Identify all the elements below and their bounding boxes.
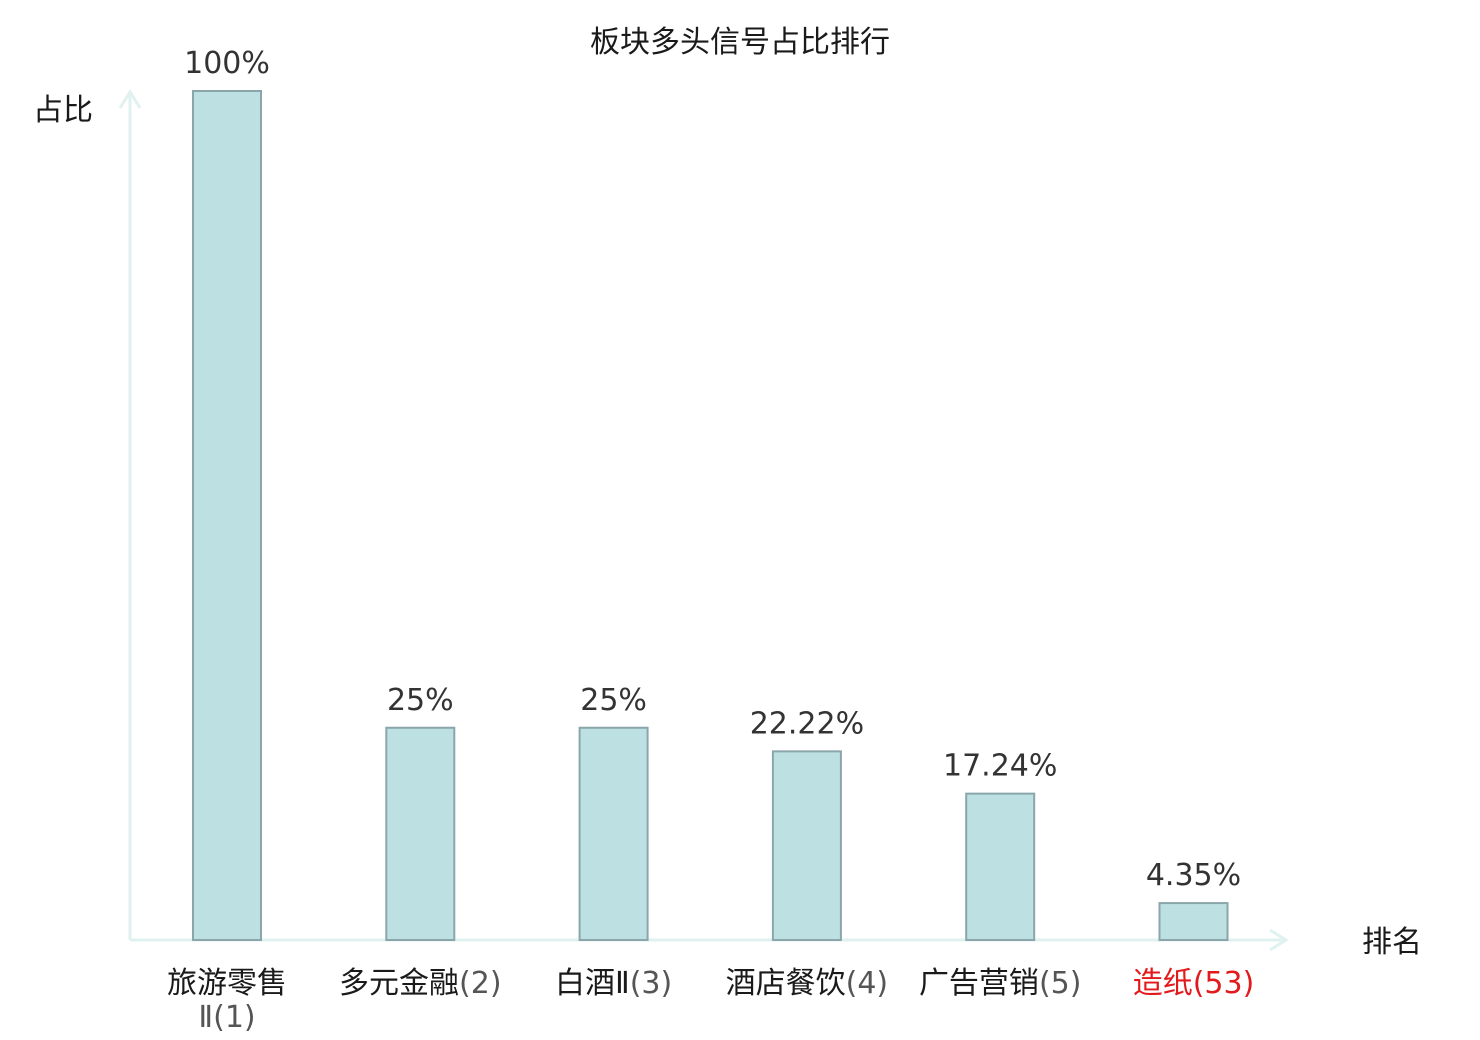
bar-3 <box>578 726 649 941</box>
value-labels-group: 100% 25% 25% 22.22% 17.24% 4.35% <box>184 46 1241 893</box>
tick-label-name-6: 造纸 <box>1133 966 1193 1001</box>
tick-label-rank-2: (2) <box>459 966 502 1001</box>
tick-label-2: 多元金融(2) <box>339 966 502 1001</box>
y-axis-label: 占比 <box>33 93 93 128</box>
tick-label-name-3: 白酒Ⅱ <box>555 966 630 1001</box>
category-labels-group: 旅游零售 Ⅱ(1) 多元金融(2) 白酒Ⅱ(3) 酒店餐饮(4) 广告营销(5) 造纸(53… <box>167 966 1254 1035</box>
value-label-5: 17.24% <box>943 749 1057 784</box>
value-label-4: 22.22% <box>750 706 864 741</box>
tick-label-name-5: 广告营销 <box>919 966 1039 1001</box>
tick-label-name-4: 酒店餐饮 <box>726 966 846 1001</box>
x-axis-label: 排名 <box>1362 925 1422 960</box>
tick-label-1: 旅游零售 Ⅱ(1) <box>167 966 287 1035</box>
bar-1 <box>192 90 262 941</box>
tick-label-rank-6: (53) <box>1193 966 1255 1001</box>
bar-5 <box>965 792 1036 941</box>
value-label-6: 4.35% <box>1146 858 1241 893</box>
bar-4 <box>771 750 842 941</box>
tick-label-rank-4: (4) <box>846 966 889 1001</box>
chart-title: 板块多头信号占比排行 <box>590 25 890 60</box>
x-axis-arrow <box>1269 928 1289 952</box>
tick-label-rank-3: (3) <box>630 966 673 1001</box>
tick-label-6: 造纸(53) <box>1133 966 1255 1001</box>
tick-label-name-1: 旅游零售 <box>167 966 287 1001</box>
tick-label-rank-5: (5) <box>1039 966 1082 1001</box>
bar-6 <box>1158 902 1229 941</box>
tick-label-5: 广告营销(5) <box>919 966 1081 1001</box>
y-axis-arrow <box>118 89 142 109</box>
bar-2 <box>385 726 456 941</box>
tick-label-rank-1: Ⅱ(1) <box>198 1000 255 1035</box>
bars-group <box>192 90 1229 941</box>
value-label-1: 100% <box>184 46 270 81</box>
tick-label-3: 白酒Ⅱ(3) <box>555 966 672 1001</box>
value-label-2: 25% <box>387 683 454 718</box>
tick-label-4: 酒店餐饮(4) <box>726 966 889 1001</box>
value-label-3: 25% <box>580 683 647 718</box>
axes <box>118 89 1289 952</box>
tick-label-name-2: 多元金融 <box>339 966 459 1001</box>
